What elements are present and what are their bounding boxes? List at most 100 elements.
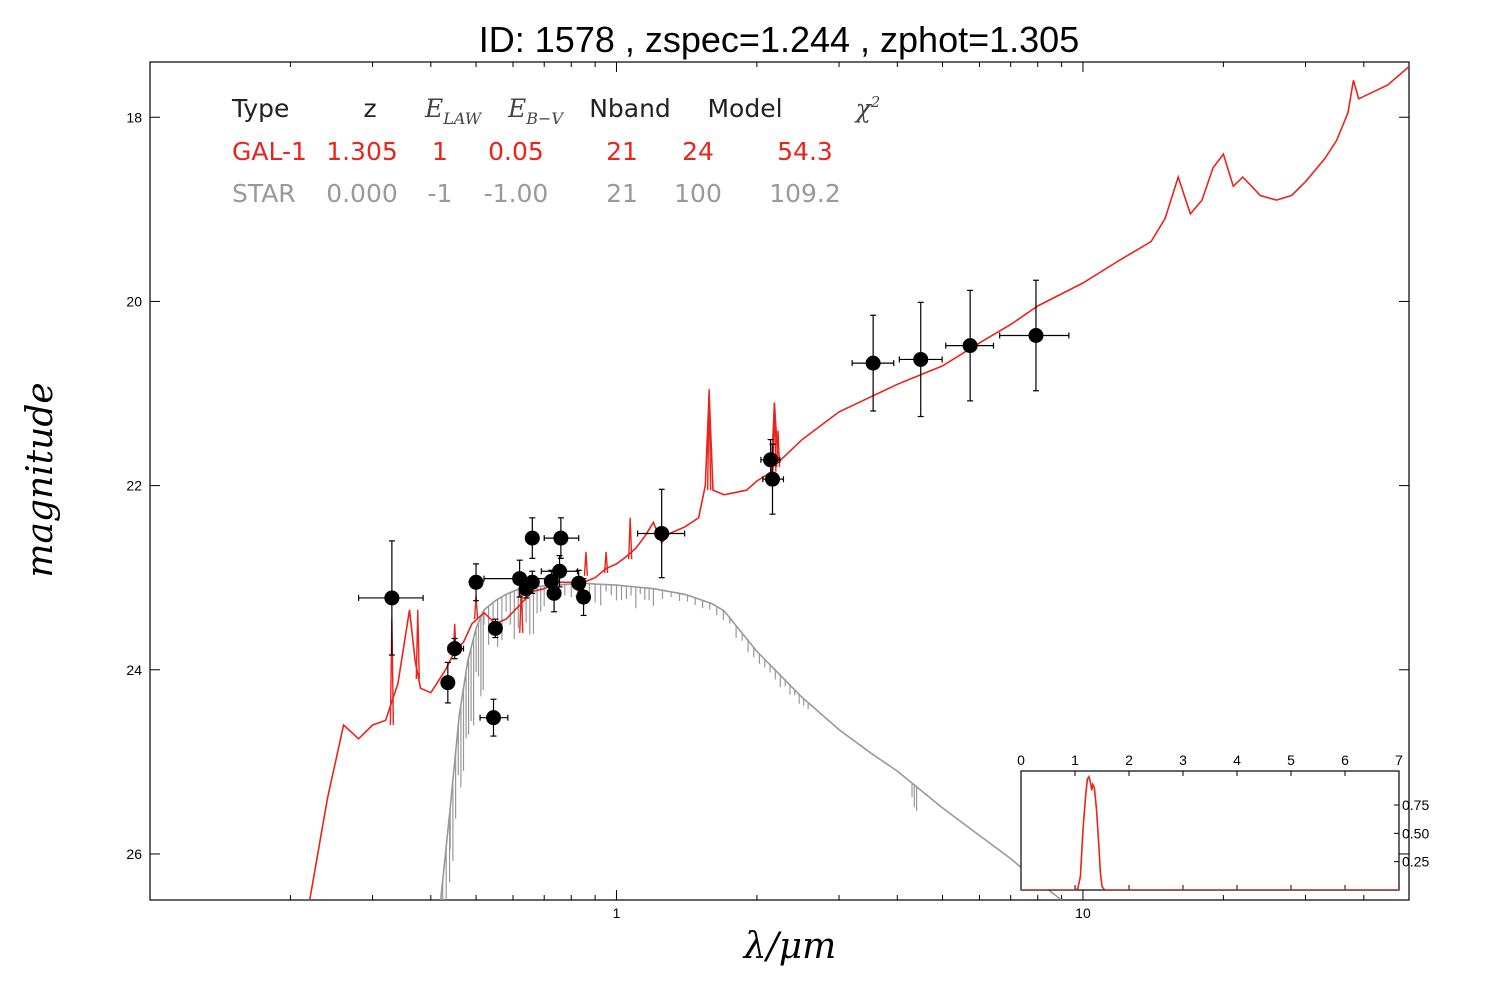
- table-cell: 0.05: [488, 137, 544, 166]
- data-marker: [913, 351, 929, 367]
- data-point: [851, 314, 895, 412]
- y-tick-label: 20: [126, 293, 142, 309]
- galaxy-emission-line: [772, 402, 777, 472]
- y-axis-ticks: 18 20 22 24 26: [126, 109, 1409, 862]
- x-axis-ticks: 1 10: [289, 62, 1365, 921]
- y-axis-label: magnitude: [20, 382, 61, 577]
- data-point: [637, 488, 686, 579]
- inset-x-tick-label: 1: [1071, 752, 1079, 768]
- table-cell: 109.2: [769, 179, 841, 208]
- data-point: [483, 559, 551, 598]
- galaxy-emission-line: [415, 609, 420, 680]
- inset-x-tick-label: 6: [1341, 752, 1349, 768]
- data-marker: [546, 585, 562, 601]
- galaxy-emission-line: [603, 551, 609, 574]
- redshift-pdf-inset: 0 1 2 3 4 5 6 7 0.25 0.50 0.75: [1017, 752, 1429, 891]
- inset-plot-area: [1021, 774, 1399, 890]
- inset-y-tick-label: 0.25: [1402, 854, 1429, 870]
- data-marker: [571, 575, 587, 591]
- table-cell: 21: [606, 179, 638, 208]
- data-marker: [384, 590, 400, 606]
- table-cell: -1: [428, 179, 453, 208]
- table-cell: 54.3: [777, 137, 833, 166]
- inset-x-tick-label: 5: [1287, 752, 1295, 768]
- observed-photometry: [357, 279, 1070, 737]
- table-cell: 0.000: [326, 179, 398, 208]
- redshift-pdf-curve: [1021, 774, 1399, 890]
- table-cell: GAL-1: [232, 137, 307, 166]
- header-elaw-sub: LAW: [442, 109, 483, 128]
- chart-title: ID: 1578 , zspec=1.244 , zphot=1.305: [479, 19, 1079, 60]
- data-marker: [468, 574, 484, 590]
- header-elaw: ELAW: [424, 94, 483, 128]
- data-point: [543, 517, 580, 559]
- data-point: [440, 661, 456, 704]
- data-marker: [1028, 328, 1044, 344]
- inset-x-tick-label: 7: [1395, 752, 1403, 768]
- galaxy-emission-line: [706, 388, 712, 491]
- table-cell: 21: [606, 137, 638, 166]
- data-point: [760, 438, 781, 481]
- galaxy-emission-line: [583, 551, 589, 576]
- data-point: [945, 289, 995, 402]
- data-marker: [524, 574, 540, 590]
- y-tick-label: 22: [126, 478, 142, 494]
- data-marker: [486, 710, 502, 726]
- galaxy-emission-line: [627, 517, 633, 560]
- plot-frame: [149, 61, 1410, 901]
- data-marker: [654, 525, 670, 541]
- data-marker: [962, 338, 978, 354]
- header-nband: Nband: [589, 94, 671, 123]
- y-tick-label: 24: [126, 662, 142, 678]
- data-marker: [487, 620, 503, 636]
- data-point: [487, 618, 503, 639]
- y-tick-label: 26: [126, 846, 142, 862]
- data-point: [540, 554, 579, 588]
- header-ebv-sub: B−V: [525, 109, 564, 128]
- table-cell: STAR: [232, 179, 296, 208]
- data-marker: [764, 471, 780, 487]
- data-marker: [576, 589, 592, 605]
- header-elaw-base: E: [424, 94, 443, 123]
- plot-border: [149, 61, 1410, 901]
- header-type: Type: [231, 94, 289, 123]
- star-model-spectrum: [439, 582, 1063, 900]
- x-axis-label: λ/μm: [742, 926, 836, 967]
- inset-y-tick-label: 0.50: [1402, 825, 1429, 841]
- data-point: [524, 517, 540, 559]
- header-ebv: EB−V: [507, 94, 564, 128]
- inset-x-tick-label: 3: [1179, 752, 1187, 768]
- inset-frame: [1020, 770, 1400, 891]
- x-tick-label: 10: [1075, 905, 1091, 921]
- data-marker: [865, 355, 881, 371]
- data-marker: [763, 452, 779, 468]
- data-marker: [524, 530, 540, 546]
- data-point: [898, 301, 943, 418]
- table-cell: 1: [432, 137, 448, 166]
- data-marker: [447, 641, 463, 657]
- header-model: Model: [707, 94, 782, 123]
- header-ebv-base: E: [507, 94, 526, 123]
- data-point: [357, 540, 424, 656]
- data-marker: [440, 675, 456, 691]
- inset-y-tick-label: 0.75: [1402, 797, 1429, 813]
- x-tick-label: 1: [613, 905, 621, 921]
- header-z: z: [363, 94, 376, 123]
- galaxy-emission-line: [775, 430, 781, 468]
- table-cell: -1.00: [484, 179, 549, 208]
- table-cell: 100: [674, 179, 722, 208]
- data-point: [762, 443, 785, 515]
- data-point: [576, 578, 592, 617]
- star-absorption-lines: [442, 583, 918, 900]
- header-chi2: χ2: [854, 93, 881, 123]
- data-point: [447, 637, 465, 660]
- data-marker: [553, 530, 569, 546]
- data-point: [468, 563, 484, 602]
- data-point: [999, 279, 1070, 392]
- y-tick-label: 18: [126, 109, 142, 125]
- header-chi-base: χ: [854, 94, 873, 123]
- data-marker: [543, 573, 559, 589]
- table-cell: 1.305: [326, 137, 398, 166]
- header-chi-sup: 2: [870, 93, 881, 111]
